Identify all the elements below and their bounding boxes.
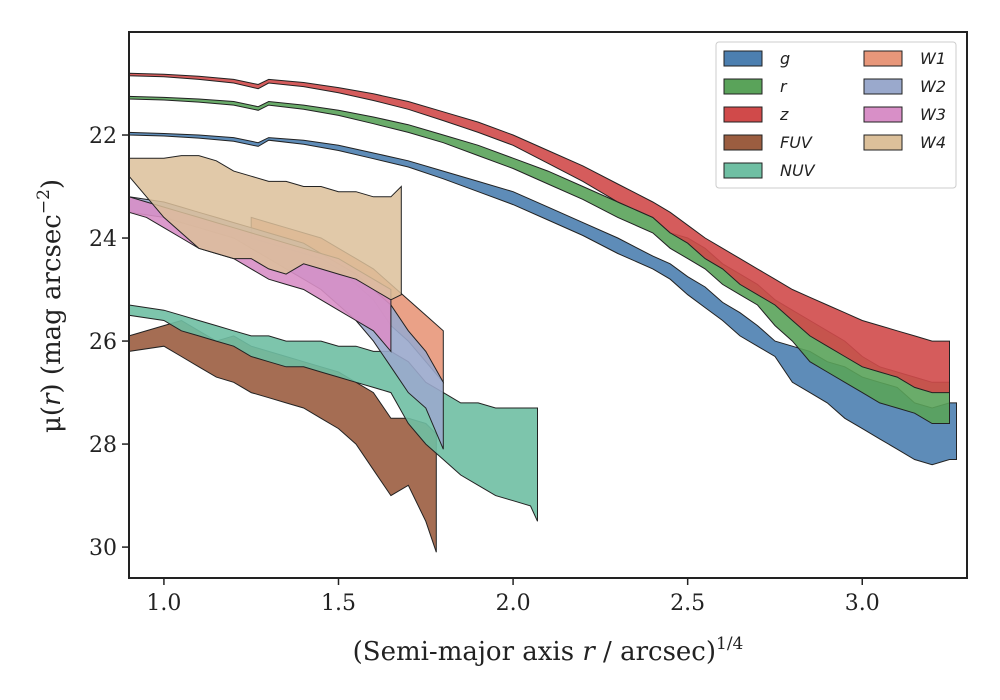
- y-axis-label: μ(r) (mag arcsec−2): [34, 179, 67, 433]
- plot-frame: [128, 31, 968, 579]
- bands-layer: [128, 72, 957, 553]
- legend-label-r: r: [780, 77, 788, 96]
- legend-label-w2: W2: [920, 77, 946, 96]
- legend-label-fuv: FUV: [780, 133, 813, 152]
- legend-swatch-nuv: [723, 162, 763, 179]
- x-tick-label: 2.5: [670, 591, 705, 616]
- y-tick-label: 28: [89, 433, 117, 458]
- band-z: [128, 72, 950, 394]
- legend-swatch-w3: [863, 106, 903, 123]
- legend-label-w3: W3: [920, 105, 946, 124]
- legend-label-w4: W4: [920, 133, 946, 152]
- legend-swatch-r: [723, 78, 763, 95]
- band-g: [128, 131, 957, 466]
- legend-label-w1: W1: [920, 49, 946, 68]
- legend-swatch-w2: [863, 78, 903, 95]
- x-tick-label: 2.0: [496, 591, 531, 616]
- band-r: [128, 95, 950, 424]
- legend-swatch-fuv: [723, 134, 763, 151]
- y-tick-label: 22: [89, 124, 117, 149]
- legend-label-nuv: NUV: [780, 161, 816, 180]
- x-tick-label: 1.5: [321, 591, 356, 616]
- x-axis-ticks: 1.0 1.5 2.0 2.5 3.0: [146, 578, 880, 616]
- legend-swatch-g: [723, 50, 763, 67]
- y-tick-label: 30: [89, 536, 117, 561]
- x-axis-label: (Semi-major axis r / arcsec)1/4: [353, 634, 744, 667]
- legend-label-z: z: [779, 105, 789, 124]
- x-tick-label: 3.0: [845, 591, 880, 616]
- legend-swatch-z: [723, 106, 763, 123]
- band-nuv: [128, 304, 538, 522]
- legend-swatch-w1: [863, 50, 903, 67]
- y-tick-label: 26: [89, 330, 117, 355]
- legend: grz FUV NUV W1 W2 W3 W4: [715, 41, 957, 189]
- legend-items: grz FUV NUV W1 W2 W3 W4: [723, 49, 946, 180]
- legend-label-g: g: [780, 49, 790, 68]
- x-tick-label: 1.0: [146, 591, 181, 616]
- band-w4: [128, 155, 402, 301]
- y-axis-ticks: 22 24 26 28 30: [89, 124, 129, 561]
- y-tick-label: 24: [89, 227, 117, 252]
- legend-swatch-w4: [863, 134, 903, 151]
